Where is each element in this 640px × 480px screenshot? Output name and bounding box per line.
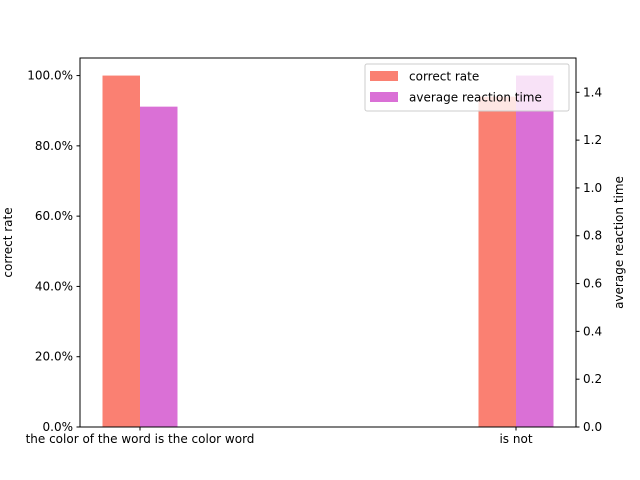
right-tick-label: 0.6 xyxy=(583,277,602,291)
left-tick-label: 100.0% xyxy=(27,69,73,83)
legend-label-correct-rate: correct rate xyxy=(409,70,479,84)
legend: correct rate average reaction time xyxy=(364,63,570,112)
bars-layer xyxy=(102,75,554,428)
x-axis: the color of the word is the color word i… xyxy=(26,427,533,446)
legend-swatch-correct-rate xyxy=(370,71,398,81)
left-axis-label: correct rate xyxy=(1,207,15,277)
x-tick-label: the color of the word is the color word xyxy=(26,432,255,446)
bar-average-reaction-time-2 xyxy=(516,75,554,428)
right-tick-label: 0.2 xyxy=(583,372,602,386)
right-tick-label: 0.4 xyxy=(583,324,602,338)
right-tick-label: 1.0 xyxy=(583,181,602,195)
bar-average-reaction-time-1 xyxy=(140,106,178,427)
legend-box xyxy=(364,63,570,112)
right-tick-label: 0.0 xyxy=(583,420,602,434)
right-y-axis: 0.0 0.2 0.4 0.6 0.8 1.0 1.2 1.4 xyxy=(576,85,602,434)
legend-label-average-reaction-time: average reaction time xyxy=(409,91,542,105)
right-axis-label: average reaction time xyxy=(612,176,626,309)
legend-swatch-average-reaction-time xyxy=(370,92,398,102)
bar-correct-rate-1 xyxy=(102,75,140,428)
right-tick-label: 1.2 xyxy=(583,133,602,147)
x-tick-label: is not xyxy=(499,432,532,446)
right-tick-label: 1.4 xyxy=(583,85,602,99)
right-tick-label: 0.8 xyxy=(583,229,602,243)
bar-correct-rate-2 xyxy=(478,96,516,428)
left-tick-label: 0.0% xyxy=(43,420,74,434)
left-tick-label: 60.0% xyxy=(35,209,73,223)
left-tick-label: 80.0% xyxy=(35,139,73,153)
left-tick-label: 20.0% xyxy=(35,350,73,364)
left-tick-label: 40.0% xyxy=(35,279,73,293)
plot-area-frame xyxy=(79,57,577,428)
left-y-axis: 0.0% 20.0% 40.0% 60.0% 80.0% 100.0% xyxy=(27,69,80,434)
